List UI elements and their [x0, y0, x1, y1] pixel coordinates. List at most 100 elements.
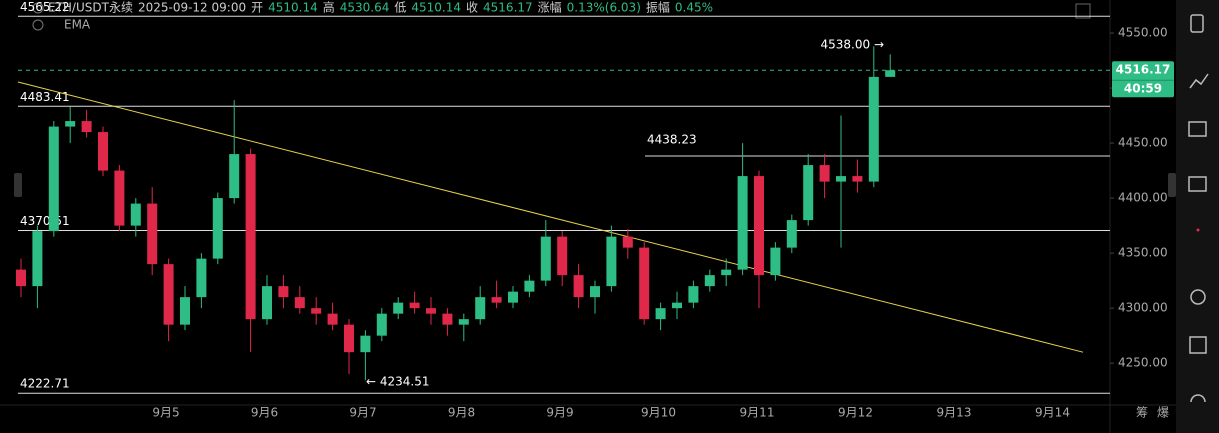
candle — [245, 148, 256, 353]
candle-body — [508, 291, 518, 303]
candle-body — [130, 203, 141, 226]
candle-body — [278, 286, 289, 298]
y-tick-label: 4450.00 — [1118, 136, 1168, 150]
collapse-tab-left[interactable] — [14, 173, 22, 197]
candle — [32, 225, 43, 309]
candle-body — [32, 231, 43, 287]
candle-body — [737, 176, 748, 270]
candle — [475, 286, 486, 325]
y-tick-label: 4300.00 — [1118, 301, 1168, 315]
candle-body — [229, 154, 240, 199]
high-annotation: 4538.00 → — [821, 38, 885, 52]
candle-body — [770, 247, 781, 276]
icon-currency[interactable] — [1190, 14, 1204, 33]
y-tick-label: 4250.00 — [1118, 356, 1168, 370]
candle — [590, 280, 600, 314]
y-tick-label: 4550.00 — [1118, 26, 1168, 40]
x-tick-label: 9月14 — [1035, 406, 1070, 420]
low-annotation: ← 4234.51 — [366, 375, 430, 389]
indicator-label: EMA — [64, 18, 91, 32]
price-tag — [1112, 61, 1174, 98]
candle — [180, 286, 190, 331]
candle — [524, 275, 535, 298]
candle — [819, 154, 830, 199]
header-text: 低 — [394, 1, 406, 15]
candle-body — [786, 220, 797, 248]
candle — [212, 192, 223, 265]
header-text: 4510.14 — [411, 1, 461, 15]
icon-trend[interactable] — [1189, 73, 1209, 89]
x-tick-label: 9月9 — [546, 406, 573, 420]
candle — [852, 159, 863, 193]
footer-label: 爆 — [1157, 406, 1169, 420]
candle-body — [98, 132, 108, 171]
candle-body — [81, 121, 92, 133]
y-tick-label: 4400.00 — [1118, 191, 1168, 205]
candle-body — [245, 154, 256, 320]
collapse-icon[interactable] — [32, 2, 44, 14]
candle — [81, 110, 92, 138]
level-label: 4438.23 — [647, 133, 697, 147]
candle-body — [114, 170, 125, 226]
candle — [294, 286, 305, 314]
icon-swap[interactable] — [1190, 289, 1206, 305]
candle — [114, 165, 125, 232]
header-text: 4530.64 — [340, 1, 390, 15]
x-tick-label: 9月6 — [251, 406, 278, 420]
candle-body — [475, 297, 486, 320]
candle-body — [819, 165, 830, 182]
candle-body — [672, 302, 682, 309]
candle — [327, 302, 338, 331]
icon-monitor[interactable] — [1188, 121, 1207, 137]
y-tick-label: 4350.00 — [1118, 246, 1168, 260]
header-text: 4516.17 — [483, 1, 533, 15]
candle-body — [688, 286, 699, 303]
candle — [65, 106, 76, 144]
level-label: 4370.51 — [20, 214, 70, 228]
candle-body — [327, 313, 338, 325]
candle-body — [655, 308, 666, 320]
candle — [622, 228, 633, 259]
collapse-tab-right[interactable] — [1168, 173, 1176, 197]
fullscreen-button[interactable] — [1075, 3, 1091, 19]
icon-eth[interactable] — [1188, 176, 1207, 192]
candle — [491, 280, 502, 309]
candle — [196, 253, 207, 309]
candle-body — [442, 313, 453, 325]
candle-body — [409, 302, 420, 309]
icon-layout[interactable] — [1189, 336, 1207, 354]
candle-body — [606, 236, 617, 287]
icon-dot[interactable] — [1196, 228, 1200, 232]
x-tick-label: 9月13 — [937, 406, 972, 420]
candle-body — [147, 203, 158, 265]
candle — [360, 330, 371, 381]
candle-body — [639, 247, 650, 320]
settings-icon[interactable] — [32, 19, 44, 31]
candle — [98, 126, 108, 177]
candle-body — [262, 286, 272, 320]
candle — [836, 115, 846, 248]
candle — [573, 264, 584, 309]
sidebar-icons[interactable] — [1188, 14, 1209, 403]
candle-body — [721, 269, 732, 276]
icon-support[interactable] — [1190, 394, 1206, 403]
candle — [278, 275, 289, 309]
candle — [344, 319, 354, 375]
candle-body — [196, 258, 207, 298]
candle — [458, 313, 469, 342]
candle-body — [180, 297, 190, 325]
x-tick-label: 9月5 — [152, 406, 179, 420]
candle — [393, 297, 404, 320]
candle-body — [852, 176, 863, 182]
candle-body — [48, 126, 59, 232]
x-tick-label: 9月10 — [641, 406, 676, 420]
candle — [606, 225, 617, 292]
candle — [376, 308, 387, 342]
candle-body — [294, 297, 305, 309]
header-text: 2025-09-12 09:00 — [138, 1, 246, 15]
candle-body — [65, 121, 76, 127]
header-text: 涨幅 — [538, 0, 562, 15]
level-label: 4483.41 — [20, 90, 70, 104]
candle — [311, 297, 322, 325]
